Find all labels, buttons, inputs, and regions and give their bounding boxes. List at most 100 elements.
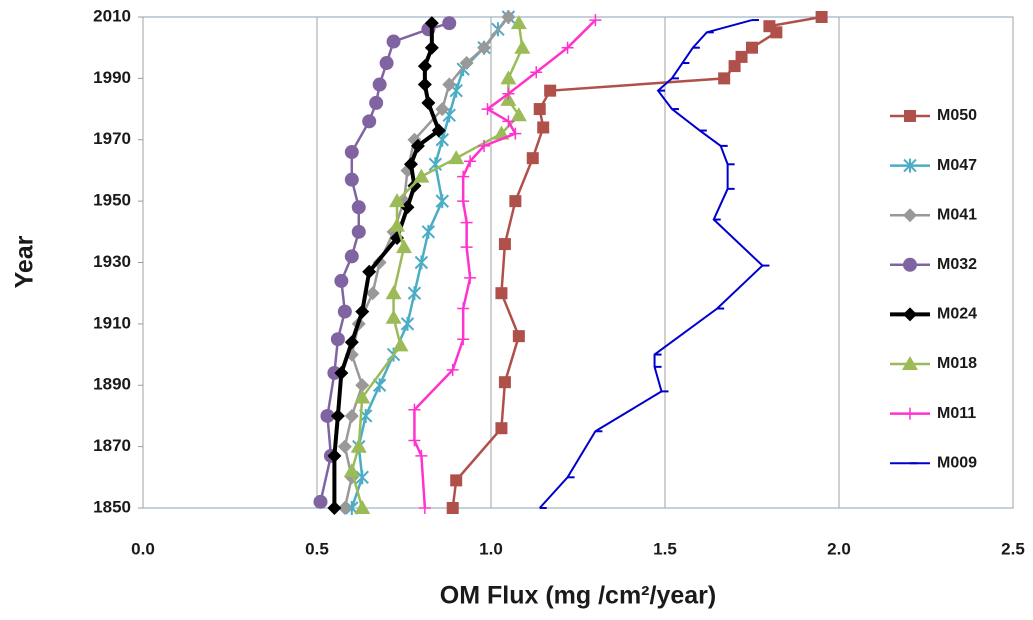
marker: [421, 224, 436, 239]
x-tick-label: 0.0: [131, 539, 155, 558]
legend-label: M032: [937, 256, 977, 273]
y-tick-label: 1870: [93, 436, 131, 455]
y-tick-label: 1910: [93, 313, 131, 332]
marker: [537, 121, 550, 134]
marker: [457, 195, 470, 208]
marker: [533, 103, 546, 116]
marker: [392, 337, 409, 352]
marker: [344, 408, 359, 423]
marker: [414, 255, 429, 270]
marker: [385, 309, 402, 324]
marker: [509, 127, 522, 140]
marker: [903, 158, 917, 173]
marker: [746, 41, 758, 54]
marker: [354, 500, 371, 514]
marker: [498, 238, 511, 251]
marker: [343, 463, 360, 478]
marker: [481, 103, 494, 116]
marker: [344, 145, 359, 160]
marker: [902, 356, 918, 370]
marker: [337, 501, 352, 515]
marker: [561, 41, 574, 54]
marker: [493, 125, 510, 140]
marker: [815, 11, 828, 23]
marker: [495, 422, 508, 435]
marker: [413, 168, 430, 183]
marker: [589, 14, 602, 27]
marker: [904, 110, 916, 122]
marker: [362, 114, 377, 129]
marker: [351, 224, 366, 239]
marker: [509, 195, 522, 208]
marker: [337, 439, 352, 454]
marker: [389, 193, 406, 208]
marker: [327, 501, 342, 515]
marker: [415, 449, 428, 462]
x-axis-label: OM Flux (mg /cm²/year): [440, 582, 716, 610]
marker: [421, 95, 436, 110]
marker: [495, 287, 508, 300]
marker: [385, 285, 402, 300]
marker: [417, 59, 432, 74]
x-tick-label: 0.5: [305, 539, 329, 558]
marker: [400, 200, 415, 215]
marker: [510, 15, 527, 30]
y-tick-label: 1850: [93, 497, 131, 516]
marker: [457, 302, 470, 315]
series: [327, 16, 446, 515]
marker: [500, 70, 517, 85]
marker: [448, 150, 465, 165]
marker: [457, 170, 470, 183]
marker: [365, 286, 380, 301]
y-tick-label: 1930: [93, 252, 131, 271]
legend-label: M024: [937, 306, 977, 323]
series: [408, 14, 602, 514]
marker: [903, 208, 917, 223]
series: [446, 11, 828, 514]
y-tick-label: 1970: [93, 129, 131, 148]
marker: [403, 157, 418, 172]
marker: [435, 102, 450, 117]
x-tick-label: 2.5: [1001, 539, 1025, 558]
marker: [512, 330, 525, 343]
marker: [464, 155, 477, 168]
marker: [478, 139, 491, 152]
marker: [460, 241, 473, 254]
marker: [526, 152, 539, 165]
marker: [904, 407, 916, 420]
marker: [320, 408, 335, 423]
legend-label: M047: [937, 157, 977, 174]
marker: [400, 316, 415, 331]
marker: [424, 16, 439, 31]
series-line: [538, 19, 764, 509]
x-tick-label: 1.5: [653, 539, 677, 558]
marker: [344, 172, 359, 187]
marker: [386, 34, 401, 49]
marker: [431, 123, 446, 138]
legend-label: M018: [937, 355, 977, 372]
legend-label: M050: [937, 107, 977, 124]
marker: [355, 470, 369, 485]
marker: [344, 249, 359, 264]
plot-frame: [142, 16, 1014, 509]
marker: [502, 87, 515, 100]
marker: [354, 389, 371, 404]
marker: [903, 307, 917, 322]
marker: [446, 363, 459, 376]
marker: [514, 39, 531, 54]
marker: [407, 286, 422, 301]
marker: [408, 403, 421, 416]
marker: [477, 40, 492, 55]
marker: [510, 107, 527, 122]
marker: [389, 217, 406, 232]
marker: [369, 95, 384, 110]
marker: [770, 26, 783, 39]
marker: [379, 56, 394, 71]
marker: [718, 72, 731, 85]
y-tick-label: 2010: [93, 6, 131, 25]
marker: [498, 376, 511, 389]
marker: [501, 10, 516, 24]
marker: [330, 408, 345, 423]
marker: [502, 115, 515, 128]
